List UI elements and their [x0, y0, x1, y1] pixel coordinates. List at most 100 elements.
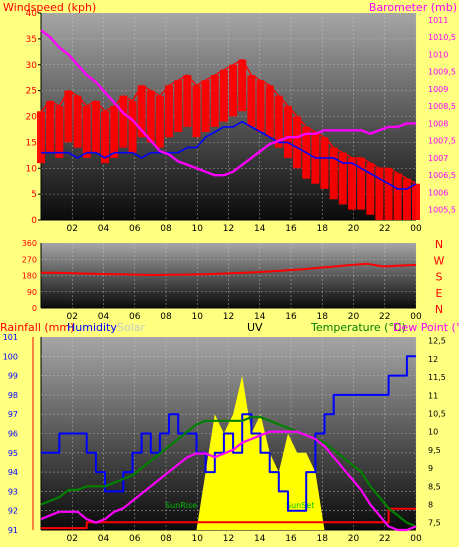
sunset-label: SunSet — [286, 501, 314, 510]
dir-xtick-18: 18 — [317, 312, 329, 322]
wind-xtick-16: 16 — [285, 224, 297, 234]
temp-ytick-12,5: 12,5 — [428, 337, 446, 346]
dir-xtick-20: 20 — [348, 312, 360, 322]
compass-label-N-0: N — [435, 238, 443, 251]
baro-ytick-1006: 1006 — [428, 188, 448, 197]
hum-ytick-91: 91 — [8, 526, 18, 535]
temp-xtick-16: 16 — [285, 534, 297, 543]
wind-ytick-10: 10 — [26, 164, 38, 174]
dir-xtick-22: 22 — [379, 312, 390, 322]
dir-ytick-90: 90 — [27, 288, 37, 297]
baro-ytick-1009: 1009 — [428, 85, 448, 94]
temp-ytick-10,5: 10,5 — [428, 409, 446, 418]
baro-ytick-1010,5: 1010,5 — [428, 33, 456, 42]
wind-xtick-20: 20 — [348, 224, 360, 234]
dir-ytick-0: 0 — [32, 304, 37, 313]
temp-ytick-12: 12 — [428, 355, 438, 364]
wind-ytick-15: 15 — [26, 138, 37, 148]
dir-xtick-14: 14 — [254, 312, 266, 322]
temp-xtick-22: 22 — [379, 534, 390, 543]
hum-ytick-100: 100 — [3, 352, 18, 361]
wind-ytick-40: 40 — [26, 9, 38, 19]
title-humidity: Humidity — [67, 321, 117, 334]
temp-ytick-11: 11 — [428, 391, 438, 400]
baro-ytick-1007,5: 1007,5 — [428, 137, 456, 146]
baro-ytick-1009,5: 1009,5 — [428, 68, 456, 77]
hum-ytick-98: 98 — [8, 391, 18, 400]
hum-ytick-92: 92 — [8, 507, 18, 516]
wind-xtick-06: 06 — [129, 224, 141, 234]
compass-label-W-1: W — [434, 254, 445, 267]
title-windspeed: Windspeed (kph) — [3, 1, 96, 14]
title-dewpoint: Dew Point (°C) — [393, 321, 459, 334]
direction-line — [41, 262, 417, 276]
temperature-line — [40, 416, 417, 528]
title-barometer: Barometer (mb) — [369, 1, 457, 14]
title-solar: Solar — [117, 321, 146, 334]
baro-ytick-1006,5: 1006,5 — [428, 171, 456, 180]
gust-line — [40, 58, 417, 185]
title-uv: UV — [247, 321, 263, 334]
hum-ytick-101: 101 — [3, 333, 18, 342]
wind-ytick-35: 35 — [26, 35, 37, 45]
hum-ytick-94: 94 — [8, 468, 18, 477]
dir-xtick-02: 02 — [67, 312, 78, 322]
temp-ytick-9,5: 9,5 — [428, 446, 441, 455]
baro-ytick-1007: 1007 — [428, 154, 448, 163]
hum-ytick-96: 96 — [8, 430, 18, 439]
temp-xtick-10: 10 — [192, 534, 204, 543]
dir-xtick-06: 06 — [129, 312, 141, 322]
temp-xtick-12: 12 — [223, 534, 234, 543]
wind-xtick-22: 22 — [379, 224, 390, 234]
temp-xtick-20: 20 — [348, 534, 360, 543]
baro-ytick-1011: 1011 — [428, 16, 448, 25]
sunrise-label: SunRise — [165, 501, 197, 510]
temp-ytick-10: 10 — [428, 428, 438, 437]
temp-xtick-02: 02 — [67, 534, 78, 543]
wind-ytick-5: 5 — [31, 190, 37, 200]
temp-xtick-06: 06 — [129, 534, 141, 543]
dir-ytick-360: 360 — [22, 239, 37, 248]
temp-xtick-14: 14 — [254, 534, 266, 543]
temp-ytick-11,5: 11,5 — [428, 373, 446, 382]
wind-ytick-25: 25 — [26, 87, 37, 97]
wind-xtick-08: 08 — [160, 224, 172, 234]
wind-xtick-00: 00 — [410, 224, 422, 234]
dir-xtick-04: 04 — [98, 312, 110, 322]
temp-ytick-7,5: 7,5 — [428, 519, 441, 528]
temp-ytick-9: 9 — [428, 464, 433, 473]
temp-xtick-08: 08 — [160, 534, 172, 543]
temp-xtick-00: 00 — [410, 534, 422, 543]
humidity-line — [41, 355, 416, 512]
wind-ytick-20: 20 — [26, 113, 38, 123]
baro-ytick-1008,5: 1008,5 — [428, 102, 456, 111]
dewpoint-line — [40, 430, 417, 532]
compass-label-E-3: E — [436, 287, 443, 300]
wind-xtick-18: 18 — [317, 224, 329, 234]
compass-label-S-2: S — [436, 271, 443, 284]
dir-xtick-12: 12 — [223, 312, 234, 322]
wind-xtick-14: 14 — [254, 224, 266, 234]
wind-xtick-10: 10 — [192, 224, 204, 234]
wind-xtick-02: 02 — [67, 224, 78, 234]
dir-xtick-00: 00 — [410, 312, 422, 322]
temp-xtick-04: 04 — [98, 534, 110, 543]
temp-ytick-8,5: 8,5 — [428, 482, 441, 491]
wind-xtick-04: 04 — [98, 224, 110, 234]
baro-ytick-1010: 1010 — [428, 50, 448, 59]
baro-ytick-1008: 1008 — [428, 119, 448, 128]
gust-band — [37, 59, 420, 220]
hum-ytick-99: 99 — [8, 372, 18, 381]
hum-ytick-97: 97 — [8, 410, 18, 419]
compass-label-N-4: N — [435, 303, 443, 316]
hum-ytick-93: 93 — [8, 487, 18, 496]
wind-xtick-12: 12 — [223, 224, 234, 234]
dir-xtick-10: 10 — [192, 312, 204, 322]
dir-xtick-08: 08 — [160, 312, 172, 322]
dir-ytick-180: 180 — [22, 272, 37, 281]
baro-ytick-1005,5: 1005,5 — [428, 206, 456, 215]
title-rainfall: Rainfall (mm) — [0, 321, 74, 334]
hum-ytick-95: 95 — [8, 449, 18, 458]
